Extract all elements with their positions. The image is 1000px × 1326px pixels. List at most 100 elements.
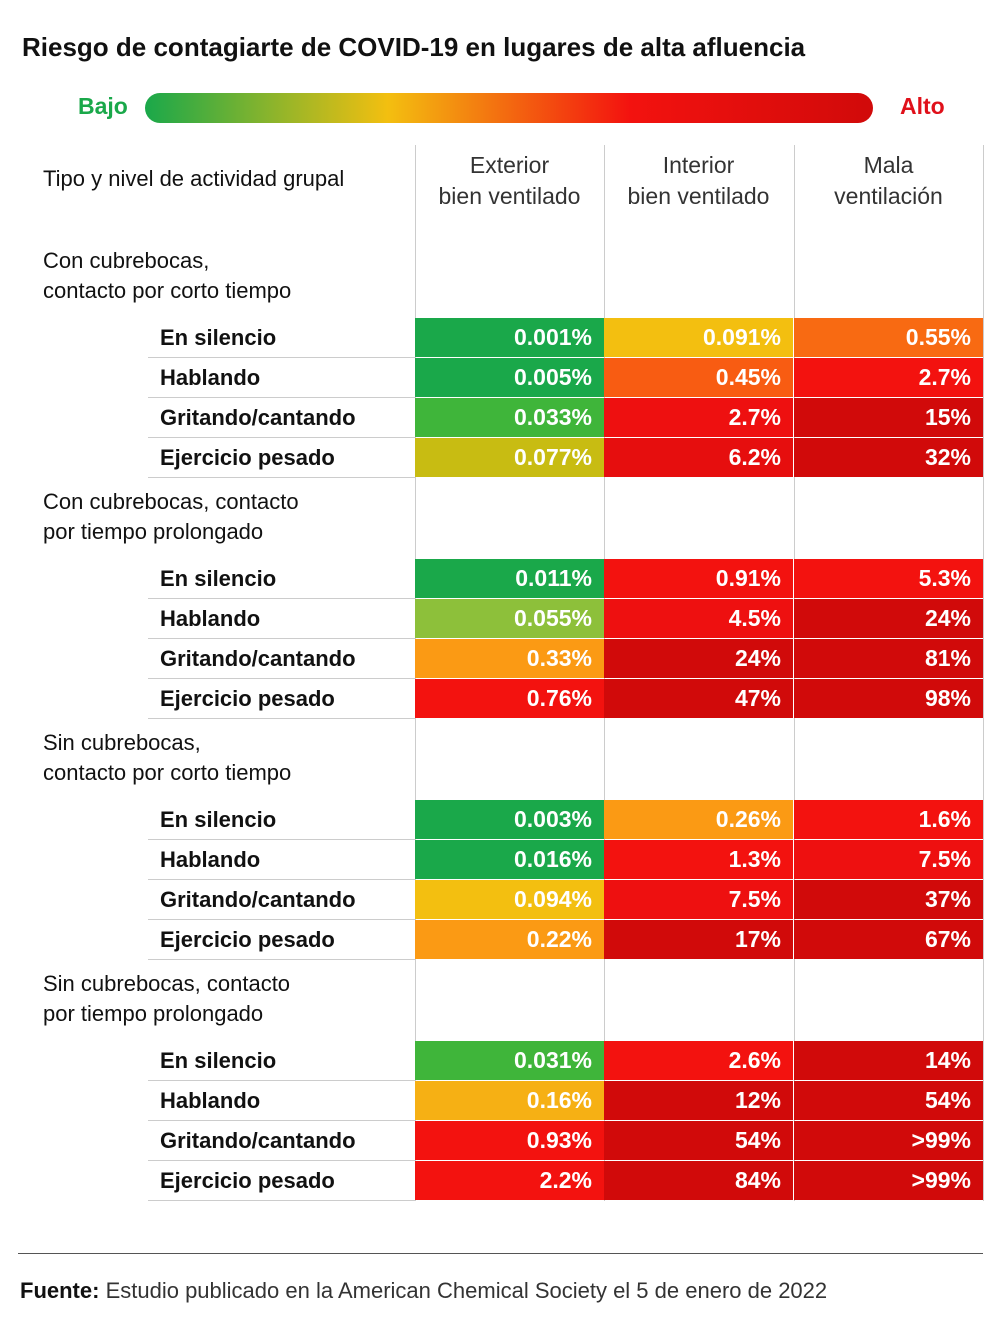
risk-cell: 54% [604,1121,793,1160]
risk-cell: 0.011% [415,559,604,598]
risk-cell: 98% [794,679,983,718]
risk-cell: 0.094% [415,880,604,919]
row-line [148,718,415,719]
group-label: Con cubrebocas, contacto [43,489,299,514]
scale-bar [145,93,873,123]
column-header: bien ventilado [627,183,770,209]
row-line [148,919,415,920]
risk-cell: 1.3% [604,840,793,879]
row-label: En silencio [160,807,277,832]
risk-cell: 14% [794,1041,983,1080]
column-header: Interior [662,152,735,178]
row-line [148,357,415,358]
risk-cell: 24% [794,599,983,638]
risk-cell: 0.077% [415,438,604,477]
risk-cell: 5.3% [794,559,983,598]
column-header: Exterior [469,152,550,178]
risk-cell: 84% [604,1161,793,1200]
row-label: Ejercicio pesado [160,445,335,470]
row-line [148,1080,415,1081]
risk-cell: 15% [794,398,983,437]
row-label: En silencio [160,566,277,591]
risk-cell: 6.2% [604,438,793,477]
footer: Fuente: Estudio publicado en la American… [20,1278,827,1304]
risk-cell: 54% [794,1081,983,1120]
row-line [148,397,415,398]
risk-cell: 4.5% [604,599,793,638]
risk-cell: 17% [604,920,793,959]
risk-cell: 67% [794,920,983,959]
row-label: Hablando [160,606,261,631]
row-line [148,879,415,880]
row-label: Hablando [160,847,261,872]
row-label: Ejercicio pesado [160,686,335,711]
row-label: Gritando/cantando [160,1128,356,1153]
risk-cell: 0.33% [415,639,604,678]
row-label: Ejercicio pesado [160,1168,335,1193]
title: Riesgo de contagiarte de COVID-19 en lug… [22,32,806,62]
group-label: Sin cubrebocas, [43,730,201,755]
row-line [148,437,415,438]
group-label: por tiempo prolongado [43,1001,264,1026]
risk-cell: 81% [794,639,983,678]
row-line [148,1200,415,1201]
row-label: Gritando/cantando [160,646,356,671]
risk-cell: 0.055% [415,599,604,638]
group-label: contacto por corto tiempo [43,760,292,785]
group-label: Sin cubrebocas, contacto [43,971,291,996]
risk-cell: 0.16% [415,1081,604,1120]
row-label: Gritando/cantando [160,887,356,912]
group-label: contacto por corto tiempo [43,278,292,303]
risk-cell: 7.5% [604,880,793,919]
risk-cell: 2.7% [604,398,793,437]
column-header: ventilación [834,183,943,209]
risk-cell: 0.031% [415,1041,604,1080]
row-label: Ejercicio pesado [160,927,335,952]
row-line [148,839,415,840]
risk-cell: 0.091% [604,318,793,357]
risk-cell: 47% [604,679,793,718]
risk-cell: 0.016% [415,840,604,879]
footer-label: Fuente: [20,1278,100,1303]
row-label: Hablando [160,365,261,390]
risk-cell: 2.2% [415,1161,604,1200]
risk-cell: 2.7% [794,358,983,397]
divider [18,1253,983,1254]
column-header: bien ventilado [438,183,581,209]
row-line [148,959,415,960]
column-header: Mala [863,152,914,178]
row-line [148,638,415,639]
footer-text: Estudio publicado en la American Chemica… [105,1278,828,1303]
risk-cell: 0.26% [604,800,793,839]
risk-cell: 0.91% [604,559,793,598]
risk-cell: 2.6% [604,1041,793,1080]
risk-cell: 0.033% [415,398,604,437]
risk-cell: 0.45% [604,358,793,397]
row-label: En silencio [160,325,277,350]
row-line [148,1120,415,1121]
risk-cell: >99% [794,1161,983,1200]
risk-cell: 7.5% [794,840,983,879]
row-label: Gritando/cantando [160,405,356,430]
group-label: por tiempo prolongado [43,519,264,544]
risk-cell: 0.005% [415,358,604,397]
row-line [148,477,415,478]
row-line [148,1160,415,1161]
risk-cell: 0.55% [794,318,983,357]
row-label: Hablando [160,1088,261,1113]
group-label: Con cubrebocas, [43,248,210,273]
risk-cell: 0.001% [415,318,604,357]
risk-cell: 0.76% [415,679,604,718]
row-header: Tipo y nivel de actividad grupal [43,166,345,191]
row-line [148,678,415,679]
risk-cell: 0.93% [415,1121,604,1160]
risk-cell: 37% [794,880,983,919]
risk-cell: 12% [604,1081,793,1120]
scale-high: Alto [900,93,945,119]
column-line [983,145,984,1201]
risk-cell: 24% [604,639,793,678]
risk-cell: 0.003% [415,800,604,839]
row-line [148,598,415,599]
risk-cell: 1.6% [794,800,983,839]
